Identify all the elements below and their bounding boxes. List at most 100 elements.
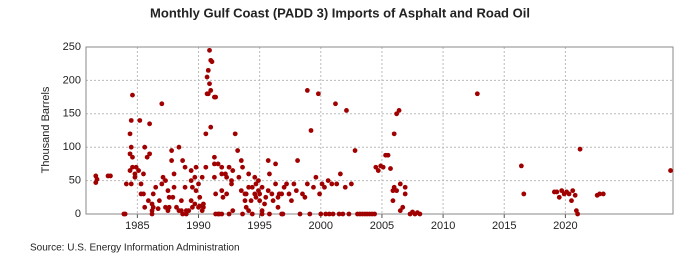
- point: [208, 124, 214, 130]
- point: [94, 176, 100, 182]
- point: [267, 211, 272, 217]
- point: [128, 181, 134, 187]
- x-tick-label: 2010: [431, 220, 455, 232]
- point: [122, 211, 128, 217]
- point: [342, 184, 348, 190]
- point: [188, 168, 194, 173]
- point: [215, 161, 221, 167]
- point: [388, 166, 393, 171]
- point: [289, 198, 294, 204]
- point: [326, 211, 332, 217]
- point: [249, 184, 255, 190]
- point: [130, 154, 135, 160]
- y-tick-label: 0: [75, 208, 81, 220]
- point: [212, 174, 217, 180]
- point: [165, 188, 171, 194]
- point: [257, 191, 263, 197]
- point: [246, 208, 252, 214]
- point: [295, 158, 300, 163]
- point: [281, 184, 287, 190]
- y-tick-label: 150: [63, 108, 81, 120]
- point: [153, 184, 159, 190]
- point: [176, 144, 182, 150]
- point: [160, 174, 166, 180]
- point: [169, 148, 175, 153]
- point: [197, 203, 203, 209]
- x-tick-label: 2015: [492, 220, 516, 232]
- point: [259, 184, 265, 190]
- point: [293, 188, 299, 194]
- point: [566, 191, 572, 197]
- point: [142, 144, 148, 150]
- point: [212, 154, 217, 160]
- point: [150, 191, 156, 197]
- point: [397, 181, 403, 187]
- point: [204, 74, 210, 80]
- point: [188, 198, 194, 204]
- point: [307, 211, 313, 217]
- point: [554, 189, 560, 195]
- point: [262, 201, 267, 207]
- point: [352, 148, 358, 153]
- point: [238, 188, 244, 194]
- point: [207, 81, 212, 87]
- point: [238, 158, 244, 163]
- point: [149, 211, 155, 217]
- point: [193, 164, 199, 170]
- point: [155, 206, 161, 212]
- point: [130, 164, 135, 170]
- point: [572, 192, 578, 198]
- point: [291, 181, 297, 187]
- point: [138, 181, 144, 187]
- point: [219, 164, 225, 170]
- point: [600, 191, 606, 197]
- plot-frame: [85, 46, 674, 215]
- point: [163, 178, 168, 184]
- point: [253, 194, 259, 200]
- point: [336, 211, 342, 217]
- point: [575, 211, 581, 217]
- point: [229, 181, 234, 187]
- point: [284, 181, 289, 187]
- point: [159, 181, 165, 187]
- point: [174, 204, 179, 210]
- point: [273, 161, 278, 167]
- point: [337, 171, 343, 177]
- point: [224, 191, 230, 197]
- point: [199, 174, 205, 180]
- x-tick-label: 2000: [309, 220, 333, 232]
- point: [130, 92, 135, 98]
- point: [201, 201, 206, 207]
- point: [265, 188, 271, 194]
- point: [242, 198, 248, 204]
- point: [188, 178, 194, 184]
- point: [182, 184, 188, 190]
- point: [156, 198, 162, 204]
- point: [559, 188, 565, 194]
- point: [226, 164, 232, 170]
- point: [340, 211, 346, 217]
- point: [280, 211, 286, 217]
- point: [145, 198, 151, 204]
- point: [334, 181, 340, 187]
- x-tick-label: 1985: [125, 220, 149, 232]
- point: [521, 191, 527, 197]
- point: [243, 191, 249, 197]
- point: [267, 171, 272, 177]
- point: [315, 91, 321, 97]
- point: [192, 174, 198, 180]
- point: [394, 188, 400, 194]
- point: [226, 211, 232, 217]
- point: [163, 204, 168, 210]
- point: [329, 181, 335, 187]
- point: [518, 163, 524, 169]
- point: [246, 184, 252, 190]
- point: [182, 164, 188, 170]
- point: [372, 211, 378, 217]
- point: [400, 204, 406, 210]
- point: [391, 184, 397, 190]
- point: [159, 101, 165, 107]
- point: [205, 91, 211, 97]
- point: [346, 211, 352, 217]
